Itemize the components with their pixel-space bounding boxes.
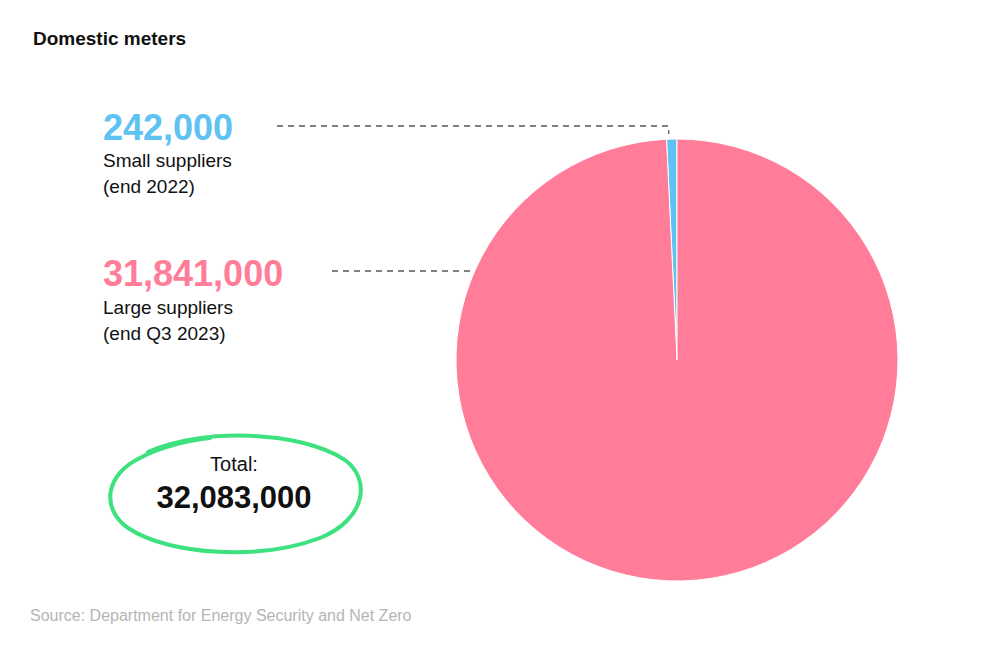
source: Source: Department for Energy Security a… bbox=[30, 607, 412, 624]
category-label-line: (end 2022) bbox=[103, 176, 195, 197]
chart-container: Domestic meters 242,000Small suppliers (en… bbox=[0, 0, 1000, 650]
data-label: 242,000 bbox=[103, 107, 233, 148]
category-label-line: (end Q3 2023) bbox=[103, 323, 226, 344]
category-label: Small suppliers (end 2022) bbox=[103, 150, 232, 197]
highlight-ring bbox=[110, 436, 361, 553]
category-label-line: Large suppliers bbox=[103, 297, 233, 318]
category-label-line: Small suppliers bbox=[103, 150, 232, 171]
data-label: 31,841,000 bbox=[103, 253, 283, 294]
total-value: 32,083,000 bbox=[156, 480, 311, 515]
pie-slice bbox=[456, 139, 898, 581]
total-label: Total: bbox=[210, 453, 258, 475]
chart-svg: Domestic meters 242,000Small suppliers (en… bbox=[0, 0, 1000, 650]
category-label: Large suppliers (end Q3 2023) bbox=[103, 297, 233, 344]
leader-line bbox=[332, 270, 470, 271]
pie bbox=[456, 139, 898, 581]
leader-line bbox=[277, 126, 669, 134]
title: Domestic meters bbox=[33, 28, 186, 49]
